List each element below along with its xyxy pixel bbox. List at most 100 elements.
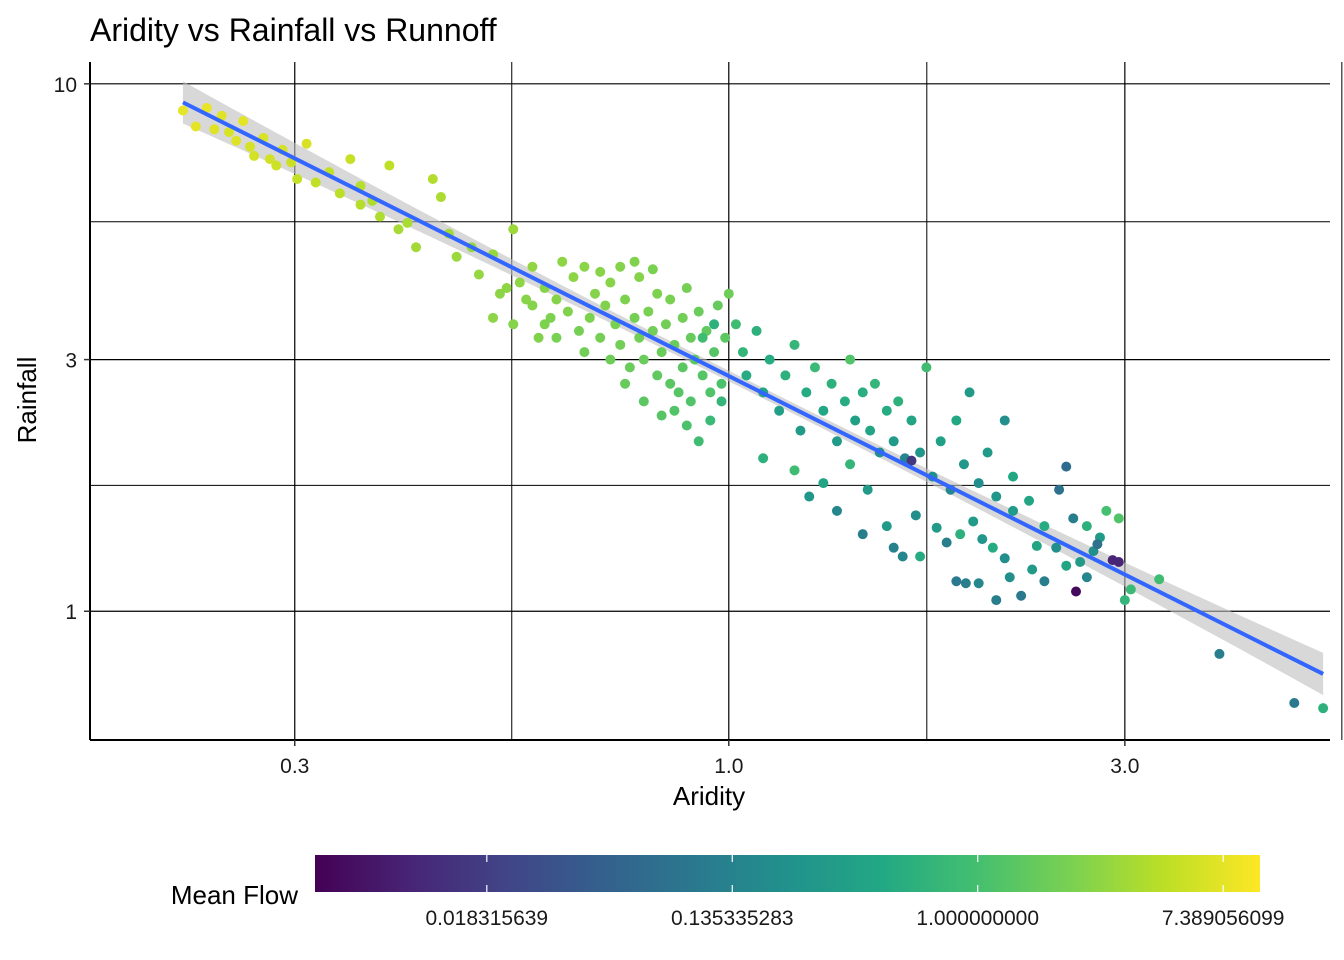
data-point <box>605 354 616 365</box>
data-point <box>973 578 984 589</box>
data-point <box>605 277 616 288</box>
data-point <box>881 405 892 416</box>
data-point <box>991 595 1002 606</box>
data-point <box>987 542 998 553</box>
legend-breaks: 0.018315639 0.135335283 1.000000000 7.38905… <box>425 855 1285 930</box>
data-point <box>1318 703 1329 714</box>
data-point <box>831 436 842 447</box>
data-point <box>804 491 815 502</box>
data-point <box>638 354 649 365</box>
data-point <box>906 415 917 426</box>
y-tick-labels: 10 3 1 <box>54 74 90 624</box>
data-point <box>595 332 606 343</box>
data-point <box>384 160 395 171</box>
data-point <box>897 551 908 562</box>
data-point <box>845 459 856 470</box>
data-point <box>451 251 462 262</box>
data-point <box>1061 560 1072 571</box>
data-point <box>488 312 499 323</box>
data-point <box>334 188 345 199</box>
trend-line <box>182 100 1325 676</box>
data-point <box>1119 595 1130 606</box>
data-point <box>1027 564 1038 575</box>
data-point <box>951 576 962 587</box>
data-point <box>831 505 842 516</box>
data-point <box>652 288 663 299</box>
data-point <box>780 370 791 381</box>
data-point <box>801 387 812 398</box>
data-point <box>494 288 505 299</box>
data-point <box>1113 556 1124 567</box>
data-point <box>915 551 926 562</box>
data-point <box>685 332 696 343</box>
data-point <box>681 420 692 431</box>
data-point <box>999 415 1010 426</box>
data-point <box>355 199 366 210</box>
data-point <box>977 534 988 545</box>
data-point <box>521 294 532 305</box>
data-point <box>850 415 861 426</box>
color-legend: Mean Flow 0.018315639 0.135335283 1.000000… <box>171 855 1285 930</box>
data-point <box>999 553 1010 564</box>
y-tick-label: 1 <box>65 601 77 624</box>
data-point <box>862 484 873 495</box>
data-point <box>789 339 800 350</box>
data-point <box>751 325 762 336</box>
data-point <box>1039 521 1050 532</box>
data-point <box>579 347 590 358</box>
data-point <box>1054 484 1065 495</box>
data-point <box>709 347 720 358</box>
data-point <box>660 319 671 330</box>
data-point <box>545 312 556 323</box>
data-point <box>557 256 568 267</box>
data-point <box>968 516 979 527</box>
data-point <box>647 325 658 336</box>
data-point <box>881 521 892 532</box>
data-point <box>231 135 242 146</box>
data-point <box>935 436 946 447</box>
data-point <box>982 447 993 458</box>
data-point <box>845 354 856 365</box>
data-point <box>1071 586 1082 597</box>
data-point <box>1289 697 1300 708</box>
data-point <box>435 192 446 203</box>
data-point <box>958 459 969 470</box>
data-point <box>955 529 966 540</box>
data-point <box>615 339 626 350</box>
data-point <box>514 277 525 288</box>
data-point <box>638 396 649 407</box>
data-point <box>677 362 688 373</box>
data-point <box>216 110 227 121</box>
data-point <box>888 436 899 447</box>
data-point <box>600 300 611 311</box>
data-point <box>573 325 584 336</box>
data-point <box>271 160 282 171</box>
data-point <box>921 362 932 373</box>
data-point <box>301 138 312 149</box>
data-point <box>723 288 734 299</box>
data-point <box>673 387 684 398</box>
data-point <box>758 453 769 464</box>
x-tick-labels: 0.3 1.0 3.0 <box>280 740 1139 778</box>
data-point <box>906 455 917 466</box>
data-point <box>177 105 188 116</box>
data-point <box>224 127 235 138</box>
x-tick-label: 3.0 <box>1110 755 1139 778</box>
data-point <box>669 405 680 416</box>
data-point <box>693 436 704 447</box>
data-point <box>931 522 942 533</box>
data-point <box>865 425 876 436</box>
data-point <box>869 378 880 389</box>
data-point <box>201 102 212 113</box>
data-point <box>973 478 984 489</box>
chart-title: Aridity vs Rainfall vs Runnoff <box>90 12 497 48</box>
data-point <box>857 529 868 540</box>
data-point <box>951 415 962 426</box>
data-point <box>595 266 606 277</box>
data-point <box>643 306 654 317</box>
data-point <box>839 396 850 407</box>
data-point <box>1154 574 1165 585</box>
data-point <box>737 347 748 358</box>
data-point <box>697 370 708 381</box>
data-point <box>1039 576 1050 587</box>
